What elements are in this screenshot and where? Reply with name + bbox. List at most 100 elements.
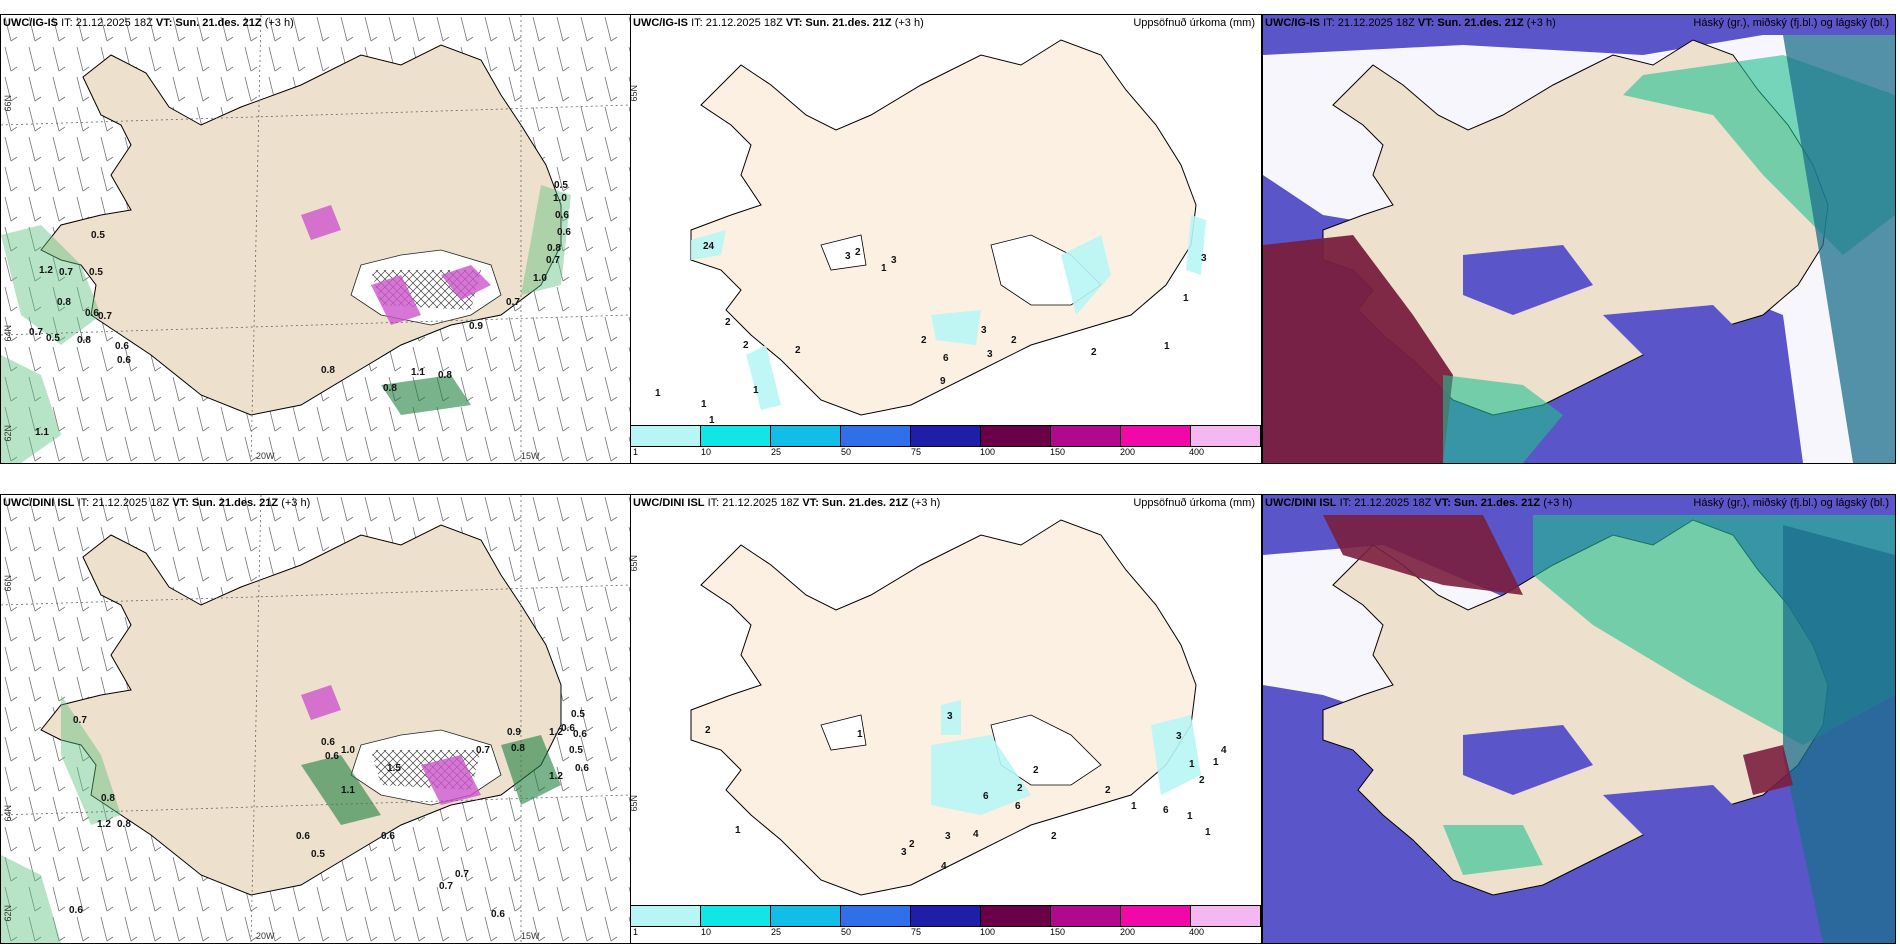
product-title: Uppsöfnuð úrkoma (mm) <box>1133 17 1255 29</box>
legend-swatch <box>911 906 981 926</box>
lon-label: 15W <box>521 451 540 461</box>
wind-shading <box>301 755 381 825</box>
low-cloud <box>1603 305 1743 355</box>
lat-label: 66N <box>3 95 13 112</box>
wind-value: 1.1 <box>341 785 355 796</box>
mid-cloud <box>1443 825 1543 875</box>
legend-swatch <box>1051 426 1121 446</box>
wind-value: 0.8 <box>321 365 335 376</box>
precip-value: 2 <box>921 335 927 346</box>
wind-value: 1.1 <box>35 427 49 438</box>
panel-header: UWC/DINI ISL IT: 21.12.2025 18Z VT: Sun.… <box>1265 497 1573 509</box>
wind-value: 0.6 <box>321 737 335 748</box>
wind-value: 0.8 <box>547 243 561 254</box>
legend-swatch <box>1191 426 1261 446</box>
legend-tick: 150 <box>1050 447 1066 457</box>
legend-swatch <box>1121 906 1191 926</box>
wind-value: 1.5 <box>387 763 401 774</box>
precip-value: 2 <box>909 839 915 850</box>
lat-label: 65N <box>630 795 639 812</box>
precip-shading <box>746 345 781 410</box>
mid-cloud <box>1783 525 1895 943</box>
wind-value: 0.5 <box>311 849 325 860</box>
precip-value: 2 <box>795 345 801 356</box>
product-title: Uppsöfnuð úrkoma (mm) <box>1133 497 1255 509</box>
precip-value: 2 <box>1199 775 1205 786</box>
legend-ticks: 1 10 25 50 75 100 150 200 400 <box>631 447 1261 463</box>
panel-header: UWC/DINI ISL IT: 21.12.2025 18Z VT: Sun.… <box>633 497 941 509</box>
wind-value: 0.8 <box>101 793 115 804</box>
lat-label: 62N <box>3 905 13 922</box>
low-cloud <box>1603 785 1743 835</box>
wind-value: 0.6 <box>555 210 569 221</box>
wind-value: 0.7 <box>98 311 112 322</box>
lat-label: 65N <box>630 85 639 102</box>
legend-swatch <box>1121 426 1191 446</box>
precip-value: 3 <box>981 325 987 336</box>
wind-value: 0.7 <box>546 255 560 266</box>
precip-value: 1 <box>1213 757 1219 768</box>
precip-value: 6 <box>943 353 949 364</box>
panel-header: UWC/DINI ISL IT: 21.12.2025 18Z VT: Sun.… <box>3 497 311 509</box>
precip-value: 1 <box>881 263 887 274</box>
precip-value: 1 <box>709 415 715 426</box>
precip-value: 9 <box>940 376 946 387</box>
wind-value: 0.6 <box>573 729 587 740</box>
precip-value: 3 <box>945 831 951 842</box>
wind-value: 0.7 <box>439 881 453 892</box>
lat-label: 64N <box>3 325 13 342</box>
turbulence-area <box>301 205 341 240</box>
glacier <box>820 234 867 271</box>
precip-value: 24 <box>703 241 715 252</box>
legend-tick: 1 <box>633 927 639 937</box>
high-cloud <box>1323 515 1523 595</box>
precip-value: 6 <box>983 791 989 802</box>
precip-legend <box>631 905 1261 927</box>
map-canvas <box>1 15 630 463</box>
wind-value: 0.8 <box>57 297 71 308</box>
precip-value: 2 <box>1105 785 1111 796</box>
wind-value: 1.2 <box>39 265 53 276</box>
legend-tick: 75 <box>911 927 922 937</box>
turbulence-area <box>301 685 341 720</box>
low-cloud <box>1463 245 1593 315</box>
precip-shading <box>931 735 1031 815</box>
legend-tick: 1 <box>633 447 639 457</box>
wind-value: 1.1 <box>411 367 425 378</box>
precip-value: 1 <box>1205 827 1211 838</box>
legend-tick: 10 <box>701 927 712 937</box>
map-canvas <box>690 519 1201 896</box>
wind-value: 0.6 <box>557 227 571 238</box>
turbulence-area <box>441 265 491 300</box>
legend-tick: 400 <box>1189 927 1205 937</box>
wind-value: 0.5 <box>46 333 60 344</box>
lon-label: 15W <box>521 931 540 941</box>
lon-label: 20W <box>256 931 275 941</box>
wind-value: 0.8 <box>77 335 91 346</box>
precip-value: 2 <box>743 340 749 351</box>
legend-swatch <box>771 426 841 446</box>
panel-igis-cloud: UWC/IG-IS IT: 21.12.2025 18Z VT: Sun. 21… <box>1262 14 1896 464</box>
precip-value: 1 <box>1164 341 1170 352</box>
wind-shading <box>1 355 61 463</box>
wind-value: 0.7 <box>455 869 469 880</box>
wind-value: 0.8 <box>117 819 131 830</box>
wind-shading <box>61 695 121 825</box>
map-canvas <box>1263 495 1895 943</box>
legend-tick: 200 <box>1120 447 1136 457</box>
legend-swatch <box>771 906 841 926</box>
legend-tick: 10 <box>701 447 712 457</box>
mid-cloud <box>1783 35 1895 463</box>
legend-swatch <box>911 426 981 446</box>
legend-tick: 25 <box>771 927 782 937</box>
precip-value: 3 <box>845 251 851 262</box>
lat-label: 65N <box>630 555 639 572</box>
iceland-landmass <box>690 39 1197 416</box>
precip-value: 3 <box>987 349 993 360</box>
map-canvas <box>1263 15 1895 463</box>
precip-value: 1 <box>1183 293 1189 304</box>
wind-shading <box>381 375 471 415</box>
precip-value: 1 <box>1131 801 1137 812</box>
precip-shading <box>1186 215 1206 275</box>
wind-value: 0.6 <box>561 723 575 734</box>
